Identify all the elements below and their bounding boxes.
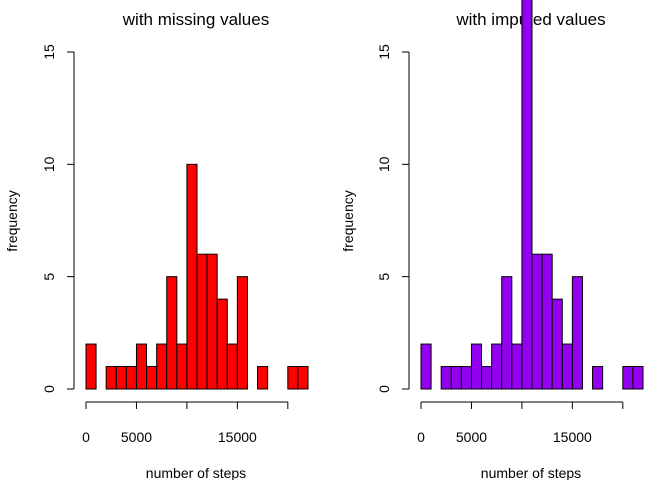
x-tick-label: 5000 (456, 429, 487, 445)
histogram-bar (156, 343, 168, 390)
y-tick-label: 0 (376, 385, 392, 393)
histogram-bar (216, 298, 228, 390)
histogram-bar (196, 253, 208, 390)
x-axis-label: number of steps (481, 465, 581, 480)
histogram-bar (571, 276, 583, 390)
x-axis-label: number of steps (146, 465, 246, 480)
histogram-bar (186, 163, 198, 390)
bars (85, 163, 309, 390)
y-axis: 0 5 10 15 (376, 44, 410, 393)
histogram-bar (146, 366, 158, 390)
x-tick-label: 15000 (218, 429, 257, 445)
histogram-bar (551, 298, 563, 390)
histogram-bar (125, 366, 137, 390)
y-tick-label: 5 (41, 273, 57, 281)
histogram-bar (531, 253, 543, 390)
histogram-bar (226, 343, 238, 390)
histogram-bar (460, 366, 472, 390)
y-axis-label: frequency (4, 190, 20, 251)
histogram-bar (632, 366, 644, 390)
histogram-bar (561, 343, 573, 390)
histogram-bar (166, 276, 178, 390)
histogram-bar (470, 343, 483, 390)
y-tick-label: 0 (41, 385, 57, 393)
histogram-bar (491, 343, 503, 390)
histogram-bar (287, 366, 299, 390)
histogram-bar (257, 366, 269, 390)
histogram-bar (450, 366, 462, 390)
x-axis: 0 5000 15000 (82, 401, 289, 445)
histogram-bar (236, 276, 248, 390)
histogram-bar (501, 276, 513, 390)
histogram-bar (105, 366, 117, 390)
x-tick-label: 5000 (121, 429, 152, 445)
histogram-bar (511, 343, 523, 390)
histogram-bar (592, 366, 604, 390)
histogram-bar (115, 366, 127, 390)
x-tick-label: 15000 (553, 429, 592, 445)
y-tick-label: 5 (376, 273, 392, 281)
histogram-bar (440, 366, 452, 390)
bars (420, 0, 644, 390)
x-tick-label: 0 (417, 429, 425, 445)
histogram-bar (481, 366, 493, 390)
x-axis: 0 5000 15000 (417, 401, 624, 445)
histogram-bar (206, 253, 218, 390)
x-tick-label: 0 (82, 429, 90, 445)
y-tick-label: 15 (376, 44, 392, 60)
histogram-bar (521, 0, 533, 390)
histogram-bar (420, 343, 432, 390)
chart-title: with missing values (122, 10, 269, 29)
histogram-bar (297, 366, 309, 390)
histogram-bar (541, 253, 553, 390)
y-tick-label: 15 (41, 44, 57, 60)
y-axis: 0 5 10 15 (41, 44, 75, 393)
histogram-panel-missing: with missing values frequency number of … (4, 10, 309, 480)
y-tick-label: 10 (41, 156, 57, 172)
histogram-bar (85, 343, 97, 390)
histogram-bar (176, 343, 188, 390)
histogram-bar (135, 343, 148, 390)
y-axis-label: frequency (340, 190, 356, 251)
histogram-panel-imputed: with imputed values frequency number of … (340, 0, 644, 480)
histogram-bar (622, 366, 634, 390)
y-tick-label: 10 (376, 156, 392, 172)
